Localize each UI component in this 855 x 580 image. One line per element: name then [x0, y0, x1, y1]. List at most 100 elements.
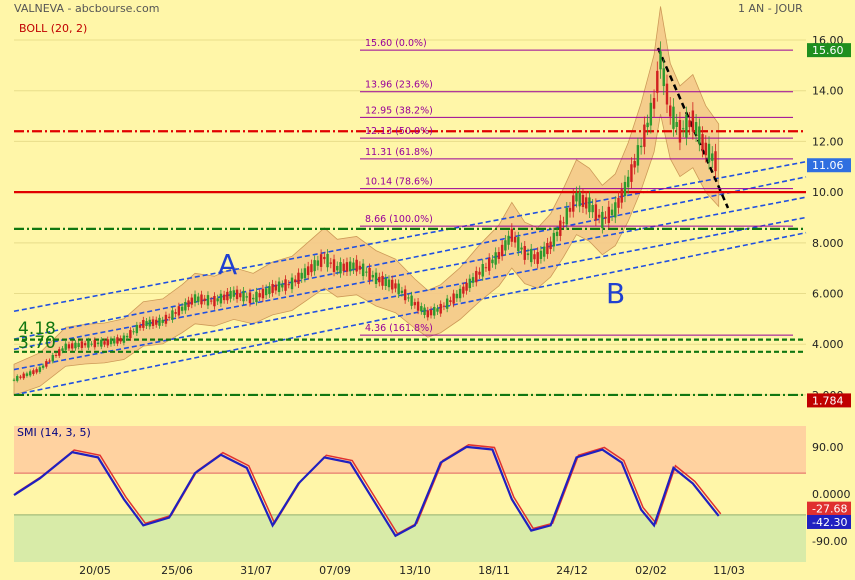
candle-body — [245, 296, 248, 298]
candle-body — [132, 331, 135, 333]
candle-body — [232, 290, 236, 297]
candle-body — [597, 214, 601, 218]
candle-body — [16, 376, 19, 381]
candle-body — [158, 317, 161, 326]
candle-body — [109, 339, 113, 345]
candle-body — [142, 320, 145, 328]
smi-tick-label: 90.00 — [812, 441, 844, 454]
candle-body — [258, 293, 261, 298]
trend-channel-line — [13, 176, 807, 340]
candle-body — [672, 106, 675, 129]
candle-body — [384, 278, 387, 286]
y-tick-label: 8.000 — [812, 237, 844, 250]
candle-body — [552, 232, 556, 247]
smi-tick-label: -90.00 — [812, 535, 847, 548]
candle-body — [22, 373, 25, 379]
candle-body — [125, 335, 129, 338]
y-tick-label: 4.000 — [812, 338, 844, 351]
fibonacci-label: 12.95 (38.2%) — [365, 105, 433, 116]
candle-body — [326, 253, 329, 268]
candle-body — [562, 222, 565, 224]
x-tick-label: 31/07 — [240, 564, 272, 577]
y-tick-label: 14.00 — [812, 85, 844, 98]
candle-body — [685, 114, 688, 138]
candle-body — [184, 301, 187, 311]
candle-body — [371, 274, 375, 278]
candle-body — [300, 272, 303, 279]
candle-body — [491, 259, 494, 264]
fibonacci-label: 12.13 (50.0%) — [365, 126, 433, 137]
candle-body — [500, 244, 504, 256]
candle-body — [510, 228, 514, 242]
candle-body — [378, 276, 381, 283]
candle-body — [423, 307, 426, 315]
candle-body — [407, 297, 410, 299]
candle-body — [339, 262, 342, 274]
candle-body — [70, 343, 74, 349]
candle-body — [646, 122, 649, 128]
candle-body — [45, 361, 48, 367]
candle-body — [449, 300, 452, 302]
price-badge — [807, 158, 851, 173]
candle-body — [61, 348, 64, 351]
candle-body — [58, 349, 61, 356]
smi-badge-b-text: -42.30 — [812, 516, 847, 529]
candle-body — [665, 83, 669, 105]
y-tick-label: 6.000 — [812, 288, 844, 301]
candle-body — [400, 290, 404, 293]
candle-body — [287, 284, 290, 286]
candle-body — [155, 319, 158, 325]
candle-body — [481, 264, 484, 277]
candle-body — [649, 102, 653, 126]
candle-body — [197, 296, 200, 302]
candle-body — [452, 293, 455, 304]
candle-body — [329, 262, 332, 264]
trend-channel-line — [13, 216, 807, 371]
candle-body — [32, 370, 35, 374]
candle-body — [35, 369, 38, 373]
smi-line — [13, 445, 720, 538]
candle-body — [25, 373, 29, 376]
candle-body — [614, 202, 617, 218]
candle-body — [627, 176, 630, 188]
candle-body — [439, 303, 442, 314]
candle-body — [200, 294, 203, 305]
candle-body — [391, 279, 394, 290]
candle-body — [274, 284, 278, 291]
indicator-label: BOLL (20, 2) — [19, 22, 88, 35]
x-tick-label: 02/02 — [635, 564, 667, 577]
candle-body — [355, 259, 358, 272]
candle-body — [290, 277, 294, 290]
fibonacci-label: 11.31 (61.8%) — [365, 147, 433, 158]
candle-body — [348, 261, 352, 272]
x-tick-label: 25/06 — [161, 564, 193, 577]
candle-body — [533, 254, 536, 260]
candle-body — [403, 289, 407, 301]
candle-body — [365, 271, 368, 273]
candle-body — [659, 51, 662, 70]
candle-body — [242, 290, 245, 302]
candle-body — [271, 283, 274, 293]
candle-body — [332, 259, 336, 272]
candle-body — [704, 142, 707, 156]
candle-body — [413, 302, 417, 306]
candle-body — [433, 306, 436, 316]
candle-body — [277, 281, 281, 293]
price-badge — [807, 43, 851, 58]
candle-body — [420, 306, 423, 312]
candle-body — [174, 312, 177, 314]
candle-body — [358, 265, 362, 270]
fibonacci-label: 10.14 (78.6%) — [365, 177, 433, 188]
candle-body — [248, 292, 252, 304]
candle-body — [381, 275, 384, 286]
candle-body — [229, 290, 232, 299]
smi-label: SMI (14, 3, 5) — [17, 426, 91, 439]
candle-body — [610, 209, 614, 216]
candle-body — [633, 160, 636, 168]
candle-body — [475, 270, 478, 283]
candle-body — [297, 272, 300, 284]
smi-badge-b — [807, 514, 851, 529]
candle-body — [478, 271, 481, 275]
candle-body — [264, 288, 268, 296]
candle-body — [77, 343, 80, 347]
